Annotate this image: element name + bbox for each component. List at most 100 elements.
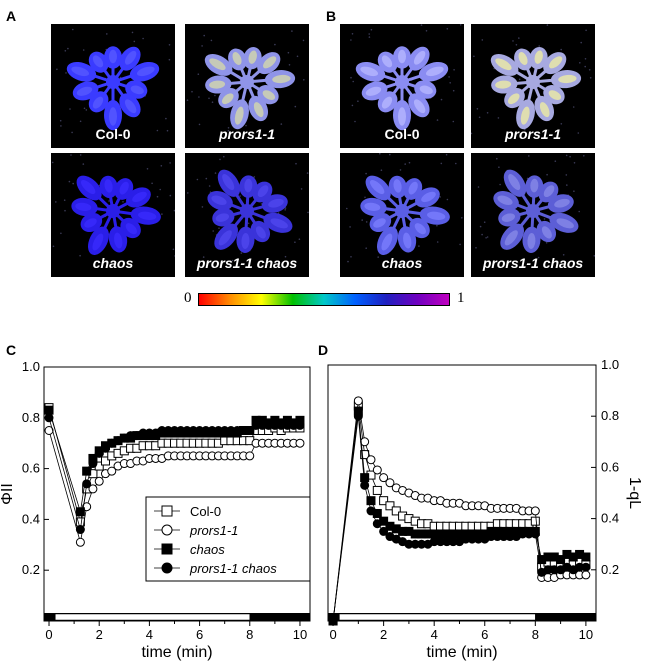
legend-marker <box>161 524 173 536</box>
background-speckle <box>364 196 366 199</box>
background-speckle <box>174 255 175 257</box>
background-speckle <box>159 188 161 191</box>
background-speckle <box>352 80 354 83</box>
plot-frame <box>43 366 311 622</box>
background-speckle <box>186 99 189 101</box>
x-tick-label: 4 <box>431 627 438 642</box>
rosette-leaf <box>504 80 534 109</box>
background-speckle <box>133 40 136 43</box>
leaf-highlight <box>556 218 574 229</box>
y-tick-label: 0.8 <box>22 410 40 425</box>
background-speckle <box>543 218 546 220</box>
background-speckle <box>573 190 575 192</box>
leaf-highlight <box>253 102 264 118</box>
background-speckle <box>569 155 571 158</box>
leaf-highlight <box>215 213 230 222</box>
leaf-highlight <box>119 181 129 195</box>
background-speckle <box>453 69 455 71</box>
background-speckle <box>208 97 210 100</box>
background-speckle <box>211 101 214 103</box>
background-speckle <box>146 168 149 170</box>
data-point <box>530 506 540 516</box>
background-speckle <box>476 108 479 110</box>
data-point <box>360 480 370 490</box>
image-label: prors1-1 chaos <box>482 255 584 271</box>
rosette-image-b-col0: Col-0 <box>340 24 464 148</box>
rosette-leaf <box>99 175 118 212</box>
background-speckle <box>459 24 462 26</box>
background-speckle <box>307 211 309 214</box>
background-speckle <box>68 180 71 183</box>
data-point <box>366 455 376 465</box>
background-speckle <box>303 79 305 81</box>
background-speckle <box>350 39 352 41</box>
background-speckle <box>577 132 580 134</box>
background-speckle <box>420 24 423 26</box>
leaf-highlight <box>421 191 436 203</box>
background-speckle <box>565 174 568 176</box>
background-speckle <box>573 162 576 164</box>
rosette-leaf <box>205 75 248 94</box>
background-speckle <box>439 196 441 198</box>
leaf-highlight <box>381 233 393 251</box>
background-speckle <box>196 178 199 181</box>
rosette-drawing <box>346 153 463 263</box>
background-speckle <box>142 37 144 40</box>
leaf-highlight <box>504 230 518 246</box>
y-tick-label: 0.8 <box>601 408 619 423</box>
background-speckle <box>108 200 110 202</box>
background-speckle <box>247 222 250 225</box>
x-axis-title: time (min) <box>141 644 212 661</box>
background-speckle <box>223 155 225 158</box>
background-speckle <box>418 245 420 247</box>
series-prors1-1 <box>44 426 305 547</box>
data-point <box>379 473 389 483</box>
y-tick-label: 0.6 <box>601 459 619 474</box>
rosette-image-b-prors1-1: prors1-1 <box>471 24 595 148</box>
data-point <box>385 501 395 511</box>
data-point <box>353 411 363 421</box>
background-speckle <box>198 96 200 98</box>
data-point <box>360 450 370 460</box>
leaf-highlight <box>257 185 269 198</box>
background-speckle <box>72 182 74 185</box>
background-speckle <box>166 129 169 132</box>
data-point <box>44 426 54 435</box>
leaf-highlight <box>527 232 536 249</box>
background-speckle <box>538 45 540 47</box>
background-speckle <box>151 182 153 185</box>
leaf-highlight <box>138 211 157 220</box>
y-tick-label: 0.2 <box>22 562 40 577</box>
leaf-highlight <box>398 49 406 64</box>
background-speckle <box>425 30 428 32</box>
background-speckle <box>370 28 373 31</box>
legend-marker <box>161 505 173 517</box>
leaf-highlight <box>71 66 90 77</box>
legend-entry: Col-0 <box>190 504 221 519</box>
leaf-highlight <box>381 55 393 68</box>
leaf-highlight <box>263 56 277 69</box>
background-speckle <box>584 65 586 68</box>
data-point <box>75 525 85 535</box>
background-speckle <box>156 129 159 132</box>
background-speckle <box>365 221 368 223</box>
data-point <box>88 484 98 494</box>
background-speckle <box>518 78 521 81</box>
data-point <box>88 459 98 469</box>
background-speckle <box>161 213 163 215</box>
leaf-highlight <box>221 93 234 105</box>
leaf-highlight <box>548 90 562 101</box>
background-speckle <box>201 45 203 47</box>
data-point <box>353 396 363 406</box>
legend-entry: chaos <box>190 542 225 557</box>
background-speckle <box>302 39 305 42</box>
background-speckle <box>471 132 473 135</box>
leaf-highlight <box>244 178 253 193</box>
background-speckle <box>407 260 410 263</box>
rosette-drawing <box>350 24 462 132</box>
leaf-highlight <box>507 93 520 105</box>
background-speckle <box>357 100 359 102</box>
background-speckle <box>245 124 247 127</box>
panel-letter-a: A <box>6 8 17 24</box>
background-speckle <box>156 195 159 198</box>
